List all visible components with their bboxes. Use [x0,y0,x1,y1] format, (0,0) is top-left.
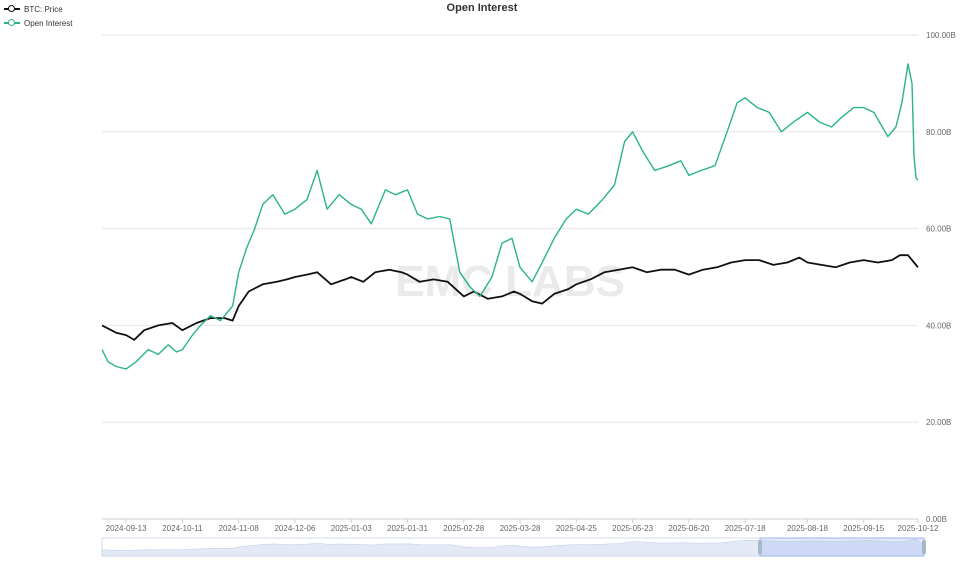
zoom-preview [101,538,925,557]
x-tick-label: 2025-03-28 [500,524,541,533]
x-tick-label: 2024-09-13 [106,524,147,533]
series-line-open-interest [101,63,919,370]
grid-lines [102,34,918,423]
legend-swatch-icon [4,4,20,14]
y-tick-label: 40.00B [926,321,951,330]
legend-label: Open Interest [24,18,73,28]
x-tick-label: 2025-06-20 [668,524,709,533]
legend-label: BTC: Price [24,4,63,14]
zoom-slider[interactable] [101,537,926,557]
y-tick-label: 100.00B [926,31,956,40]
zoom-handle[interactable] [922,540,926,554]
x-tick-label: 2025-01-31 [387,524,428,533]
zoom-handle[interactable] [758,540,762,554]
x-tick-label: 2025-02-28 [443,524,484,533]
legend: BTC: Price Open Interest [4,2,72,30]
x-tick-label: 2025-05-23 [612,524,653,533]
x-tick-label: 2025-09-15 [843,524,884,533]
chart-title: Open Interest [446,2,518,14]
zoom-selection[interactable] [759,537,925,557]
legend-item-btc-price[interactable]: BTC: Price [4,2,72,16]
x-tick-label: 2025-08-18 [787,524,828,533]
x-tick-label: 2025-10-12 [898,524,939,533]
y-tick-label: 60.00B [926,225,951,234]
legend-item-open-interest[interactable]: Open Interest [4,16,72,30]
x-tick-label: 2024-10-11 [162,524,203,533]
series-lines [101,63,919,370]
y-tick-label: 80.00B [926,128,951,137]
x-tick-label: 2025-01-03 [331,524,372,533]
x-tick-label: 2024-11-08 [219,524,260,533]
axes: 0.00B 20.00B 40.00B 60.00B 80.00B 100.00B 2024… [102,31,956,533]
x-tick-label: 2025-04-25 [556,524,597,533]
y-tick-label: 0.00B [926,515,947,524]
watermark: EMC LABS [395,257,625,306]
legend-swatch-icon [4,18,20,28]
series-line-btc-price [101,254,919,341]
x-tick-label: 2025-07-18 [725,524,766,533]
y-tick-label: 20.00B [926,418,951,427]
x-tick-label: 2024-12-06 [274,524,315,533]
